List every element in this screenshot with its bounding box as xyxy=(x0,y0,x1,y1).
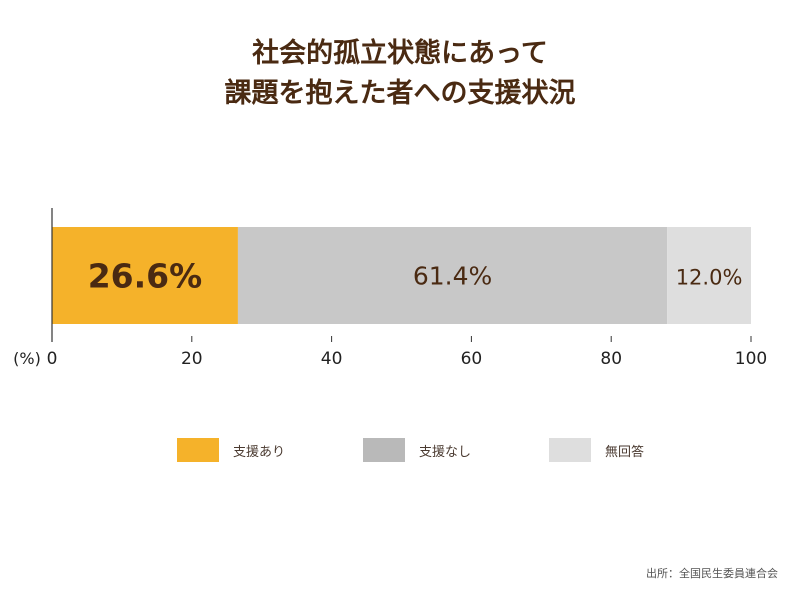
x-tick-label: 100 xyxy=(735,349,767,369)
x-tick-label: 20 xyxy=(181,349,203,369)
x-tick-label: 40 xyxy=(321,349,343,369)
segment-support-no xyxy=(237,227,668,324)
legend-swatch-support-no xyxy=(363,438,405,462)
segment-no-answer xyxy=(667,227,751,324)
legend-label-support-yes: 支援あり xyxy=(233,444,286,460)
legend-swatch-support-yes xyxy=(177,438,219,462)
legend-swatch-no-answer xyxy=(549,438,591,462)
segment-support-yes xyxy=(52,227,238,324)
x-tick-label: 0 xyxy=(47,349,58,369)
legend-label-support-no: 支援なし xyxy=(419,444,472,460)
x-unit-label: (%) xyxy=(13,349,41,368)
legend-item-support-no: 支援なし xyxy=(363,438,471,462)
legend-label-no-answer: 無回答 xyxy=(605,444,645,460)
x-tick-label: 60 xyxy=(461,349,483,369)
chart-title: 社会的孤立状態にあって 課題を抱えた者への支援状況 xyxy=(0,34,800,114)
legend-item-support-yes: 支援あり xyxy=(177,438,285,462)
x-tick-label: 80 xyxy=(600,349,622,369)
legend-item-no-answer: 無回答 xyxy=(549,438,644,462)
source-note: 出所：全国民生委員連合会 xyxy=(646,567,778,580)
legend: 支援あり 支援なし 無回答 xyxy=(0,438,800,462)
data-label: 26.6% xyxy=(88,257,203,296)
title-line-1: 社会的孤立状態にあって xyxy=(252,38,548,69)
data-label: 61.4% xyxy=(413,262,492,291)
title-line-2: 課題を抱えた者への支援状況 xyxy=(224,78,576,109)
data-label: 12.0% xyxy=(676,266,743,290)
